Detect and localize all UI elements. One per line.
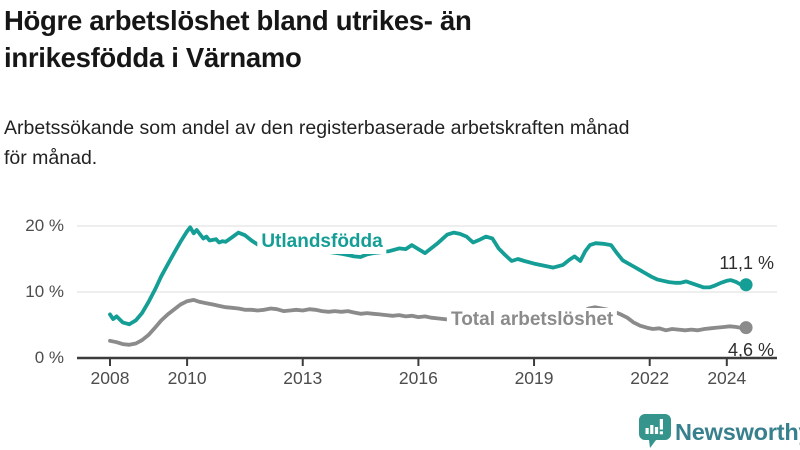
logo-exclamation-bar (659, 419, 663, 430)
page-title-line-2: inrikesfödda i Värnamo (4, 42, 302, 73)
chart-subtitle: Arbetssökande som andel av den registerb… (4, 113, 794, 173)
logo-bar-1 (645, 428, 649, 434)
series-line-total (108, 297, 748, 347)
series-end-dot-utlandsfodda (739, 278, 753, 292)
page-title-line-1: Högre arbetslöshet bland utrikes- än (4, 5, 472, 36)
newsworthy-logo-icon (639, 414, 671, 448)
logo-exclamation-dot (659, 431, 663, 435)
logo-bar-2 (650, 425, 654, 434)
chart-subtitle-line-1: Arbetssökande som andel av den registerb… (4, 117, 630, 139)
series-line-utlandsfodda (108, 225, 748, 327)
page-title: Högre arbetslöshet bland utrikes- än inr… (4, 2, 764, 76)
series-end-dot-total (739, 321, 753, 335)
logo-bar-3 (654, 427, 659, 434)
chart-subtitle-line-2: för månad. (4, 147, 98, 169)
newsworthy-wordmark: Newsworthy (675, 419, 800, 445)
